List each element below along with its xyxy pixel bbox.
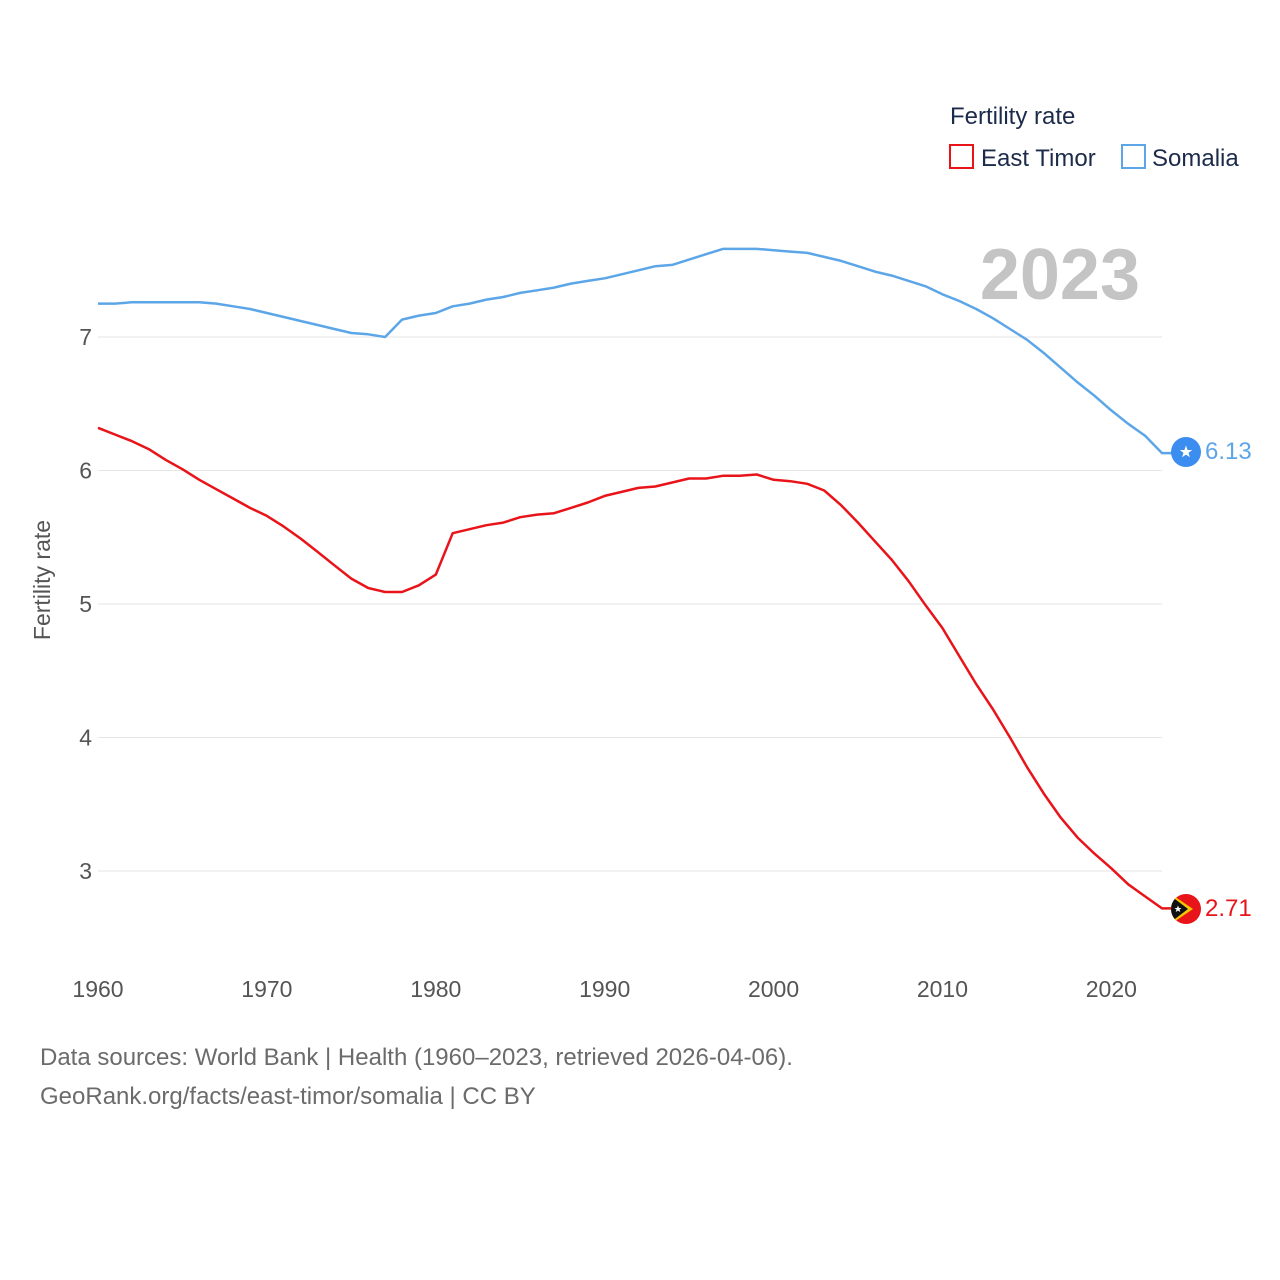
- y-axis-ticks: 3 4 5 6 7: [79, 324, 92, 884]
- y-tick-label: 4: [79, 725, 92, 751]
- y-tick-label: 3: [79, 858, 92, 884]
- series-line-east-timor[interactable]: [97, 426, 1172, 910]
- end-label-east-timor: 2.71: [1205, 895, 1252, 922]
- legend: Fertility rate East Timor Somalia: [949, 103, 1239, 172]
- end-label-somalia: 6.13: [1205, 438, 1252, 465]
- legend-title: Fertility rate: [950, 103, 1075, 130]
- y-tick-label: 5: [79, 591, 92, 617]
- star-icon: [1174, 905, 1182, 912]
- y-axis-label: Fertility rate: [29, 520, 55, 640]
- legend-label-somalia: Somalia: [1152, 145, 1239, 172]
- x-axis-ticks: 1960 1970 1980 1990 2000 2010 2020: [72, 976, 1137, 1002]
- year-label: 2023: [980, 235, 1140, 315]
- legend-item-east-timor[interactable]: East Timor: [949, 144, 1096, 172]
- source-line-1: Data sources: World Bank | Health (1960–…: [40, 1044, 793, 1071]
- y-tick-label: 7: [79, 324, 92, 350]
- star-icon: [1179, 445, 1193, 458]
- legend-swatch-somalia: [1121, 144, 1146, 169]
- grid-lines: [98, 336, 1162, 872]
- legend-label-east-timor: East Timor: [981, 145, 1096, 172]
- x-tick-label: 1970: [241, 976, 292, 1002]
- source-line-2[interactable]: GeoRank.org/facts/east-timor/somalia | C…: [40, 1083, 536, 1110]
- series-line-somalia[interactable]: [98, 247, 1172, 455]
- somalia-flag-marker: [1171, 437, 1201, 467]
- y-tick-label: 6: [79, 458, 92, 484]
- series-lines: [97, 247, 1172, 910]
- x-tick-label: 1980: [410, 976, 461, 1002]
- x-tick-label: 2020: [1086, 976, 1137, 1002]
- fertility-line-chart: 3 4 5 6 7 1960 1970 1980 1990 2000 2010 2020 Ferti…: [29, 103, 1252, 1002]
- east-timor-flag-marker: [1171, 894, 1201, 924]
- x-tick-label: 2010: [917, 976, 968, 1002]
- x-tick-label: 2000: [748, 976, 799, 1002]
- legend-swatch-east-timor: [949, 144, 974, 169]
- x-tick-label: 1990: [579, 976, 630, 1002]
- x-tick-label: 1960: [72, 976, 123, 1002]
- legend-item-somalia[interactable]: Somalia: [1121, 144, 1239, 172]
